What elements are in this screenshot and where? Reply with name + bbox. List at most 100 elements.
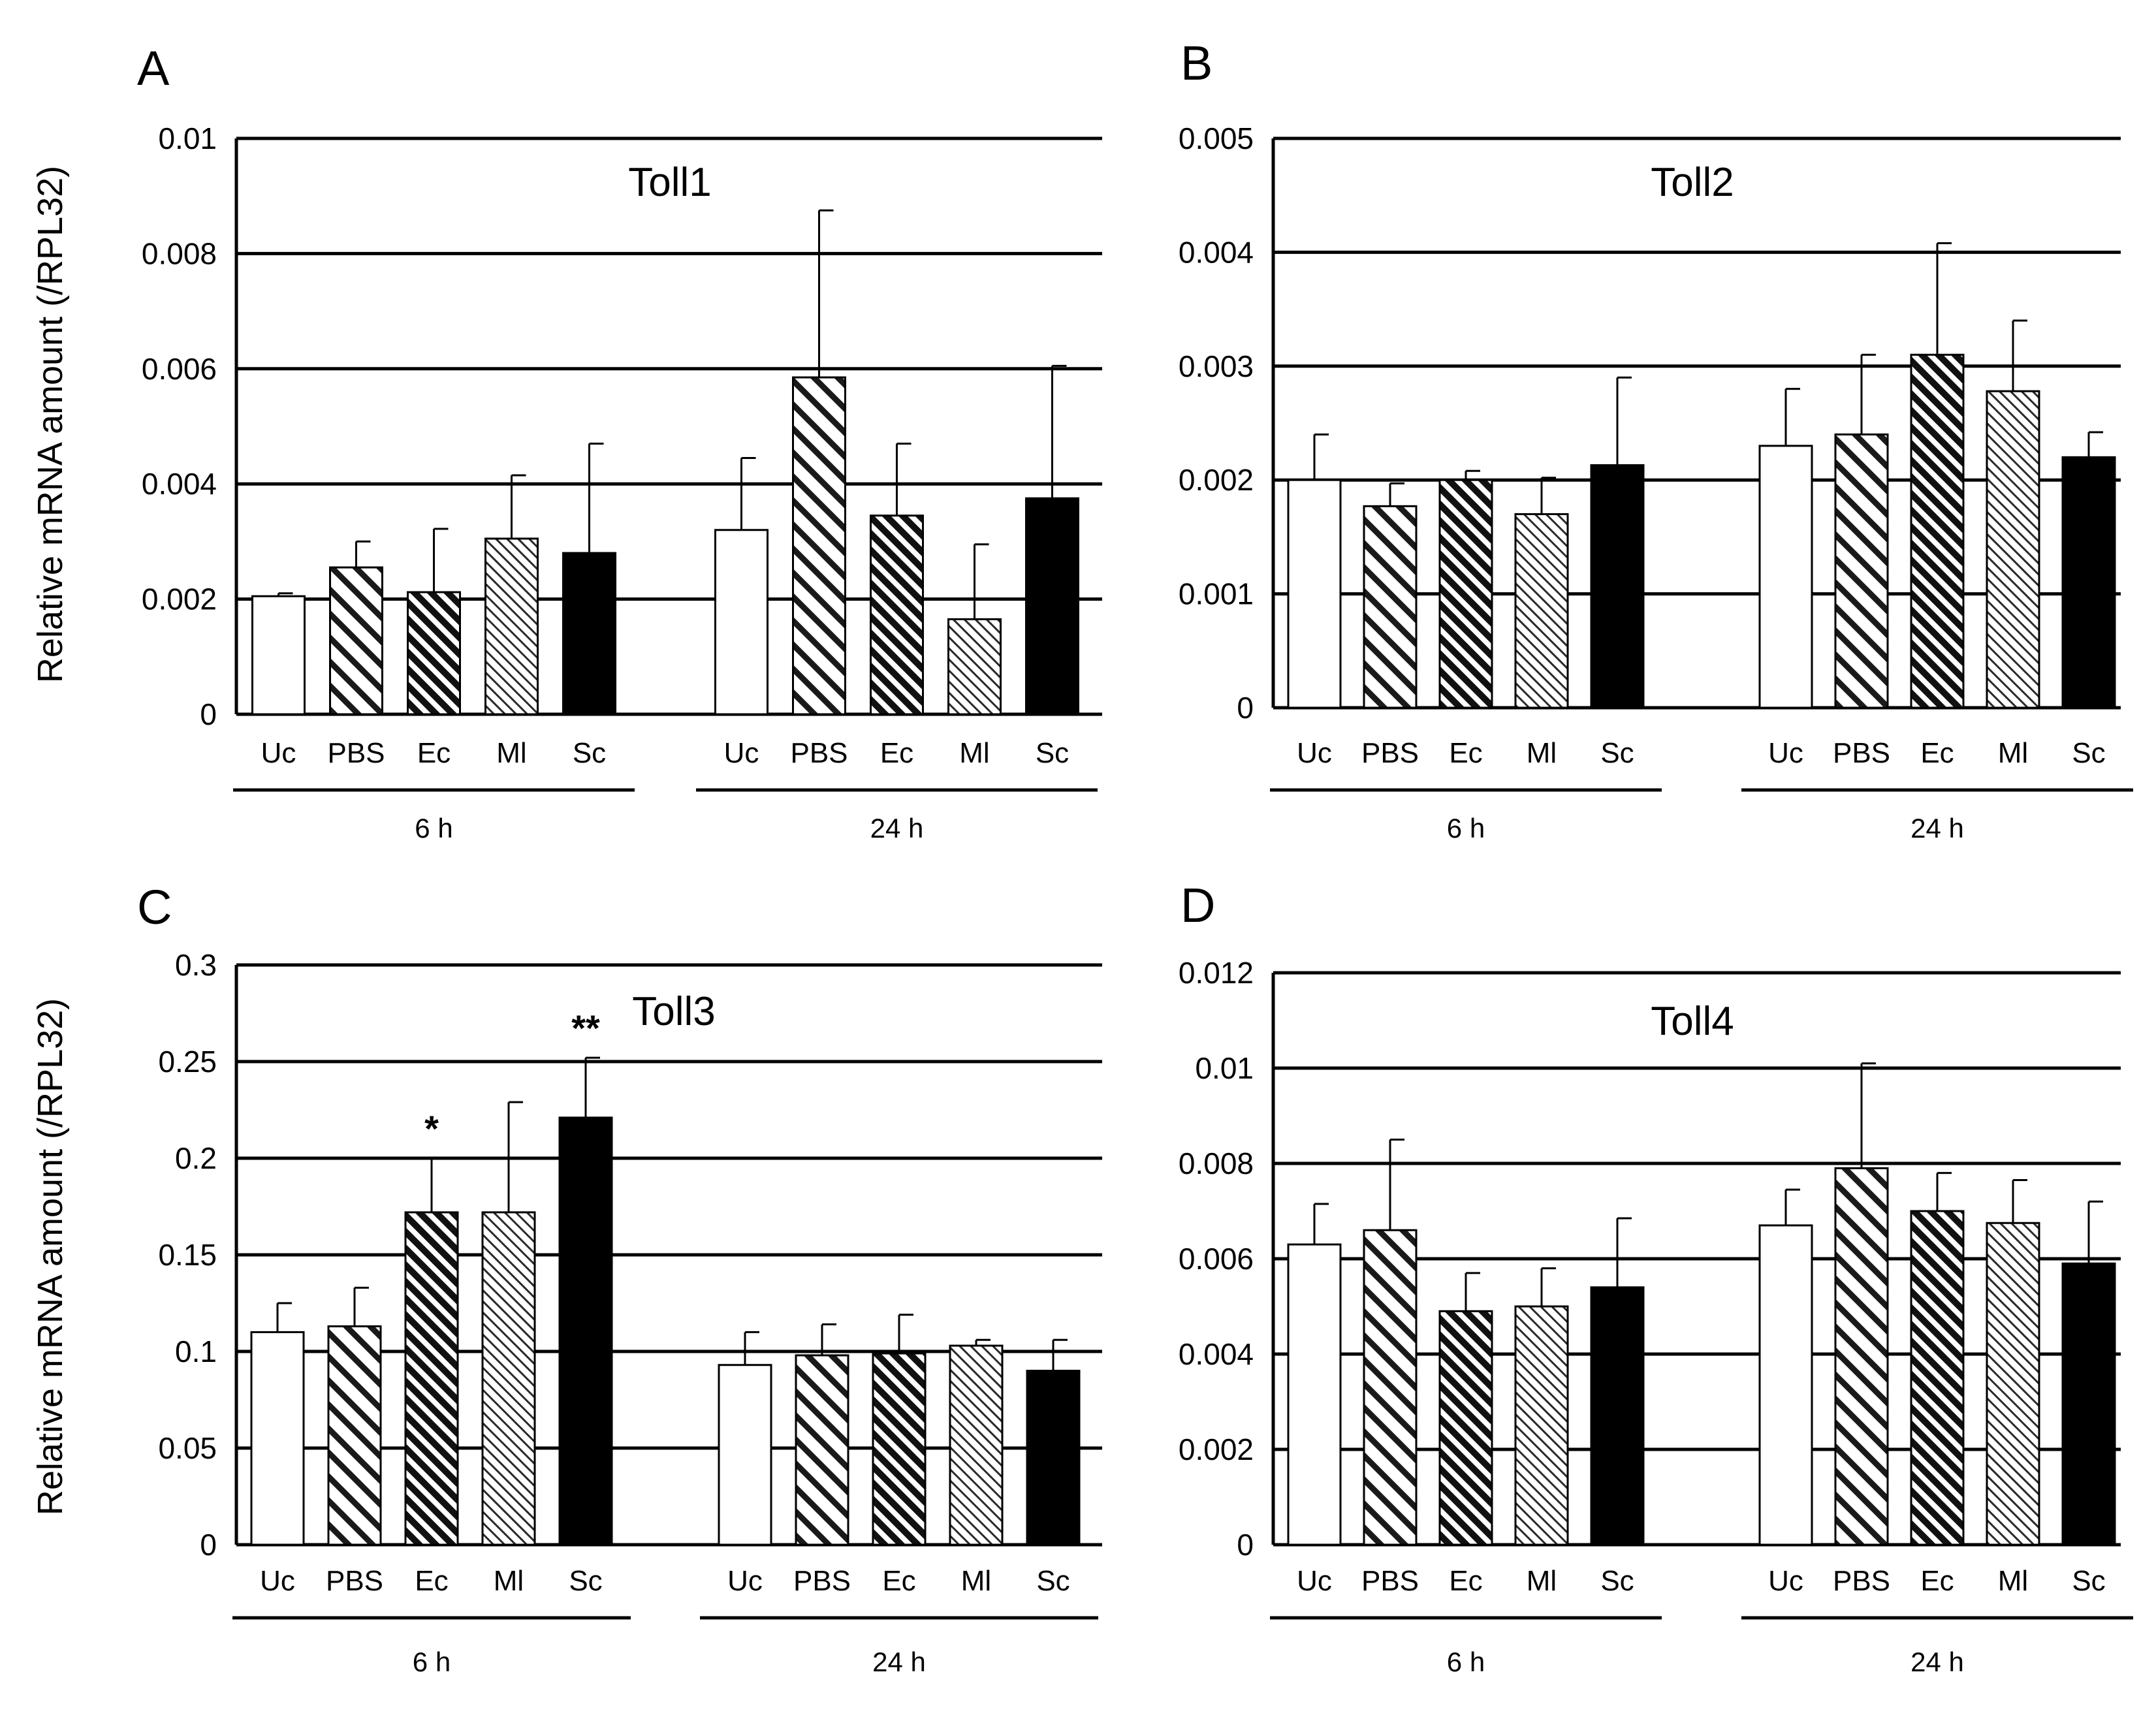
y-tick-label: 0.003 xyxy=(1179,349,1254,383)
panel-a-y-ticks: 0 0.002 0.004 0.006 0.008 0.01 xyxy=(142,121,217,731)
y-tick-label: 0.005 xyxy=(1179,121,1254,155)
category-label: PBS xyxy=(1833,1565,1890,1597)
y-tick-label: 0.15 xyxy=(158,1238,217,1272)
panel-b-title: Toll2 xyxy=(1651,160,1734,205)
bar-pbs-24h xyxy=(1834,433,1889,709)
y-tick-label: 0.008 xyxy=(142,236,217,270)
panel-b-group-labels: 6 h 24 h xyxy=(1270,788,2133,844)
category-label: Ml xyxy=(1998,1565,2028,1597)
bar-uc-24h xyxy=(1758,445,1813,709)
y-tick-label: 0 xyxy=(200,697,217,731)
category-label: Ec xyxy=(1920,1565,1954,1597)
panel-c: C Toll3 00.050.10.150.20.250.3 *** Uc PBS… xyxy=(31,880,1102,1677)
category-label: Uc xyxy=(724,737,759,769)
panel-a-bars xyxy=(251,376,1079,716)
bar-ml-24h xyxy=(949,1344,1004,1546)
bar-ec-6h xyxy=(407,591,461,716)
y-tick-label: 0.004 xyxy=(142,467,217,501)
panel-b-category-labels: Uc PBS Ec Ml Sc Uc PBS Ec Ml Sc xyxy=(1297,737,2106,769)
category-label: Ec xyxy=(1449,737,1482,769)
panel-c-error-bars xyxy=(276,1056,1068,1371)
panel-c-bars xyxy=(250,1116,1081,1546)
group-label: 6 h xyxy=(1447,1647,1485,1677)
category-label: Sc xyxy=(1600,737,1634,769)
y-tick-label: 0.012 xyxy=(1179,956,1254,990)
bar-ml-24h xyxy=(1986,1222,2040,1546)
category-label: PBS xyxy=(326,1565,383,1597)
category-label: Uc xyxy=(1768,737,1803,769)
panel-c-y-axis-label: Relative mRNA amount (/RPL32) xyxy=(31,998,70,1515)
y-tick-label: 0.004 xyxy=(1179,1337,1254,1371)
category-label: Ec xyxy=(1449,1565,1482,1597)
y-tick-label: 0.01 xyxy=(158,121,217,155)
y-tick-label: 0 xyxy=(200,1528,217,1562)
y-tick-label: 0.25 xyxy=(158,1045,217,1079)
category-label: Ml xyxy=(961,1565,991,1597)
category-label: Sc xyxy=(569,1565,602,1597)
group-label: 6 h xyxy=(1447,813,1485,844)
bar-ec-6h xyxy=(404,1211,459,1546)
y-tick-label: 0.1 xyxy=(175,1334,217,1368)
panel-c-group-labels: 6 h 24 h xyxy=(232,1616,1098,1677)
panel-d-y-ticks: 0 0.002 0.004 0.006 0.008 0.01 0.012 xyxy=(1179,956,1254,1562)
bar-sc-24h xyxy=(1025,497,1079,716)
bar-uc-24h xyxy=(714,529,769,716)
y-tick-label: 0.001 xyxy=(1179,577,1254,611)
panel-b-y-ticks: 0 0.001 0.002 0.003 0.004 0.005 xyxy=(1179,121,1254,725)
bar-uc-6h xyxy=(250,1331,305,1546)
bar-ml-6h xyxy=(481,1211,536,1546)
category-label: Uc xyxy=(1768,1565,1803,1597)
significance-marker: * xyxy=(424,1108,439,1149)
bar-pbs-24h xyxy=(792,376,846,716)
panel-d-title: Toll4 xyxy=(1651,999,1734,1044)
bar-ml-24h xyxy=(1986,390,2040,709)
y-tick-label: 0.002 xyxy=(1179,463,1254,497)
bar-ec-24h xyxy=(1910,353,1965,709)
category-label: Ml xyxy=(959,737,989,769)
panel-b-letter: B xyxy=(1181,36,1213,90)
y-tick-label: 0.002 xyxy=(142,582,217,616)
category-label: Uc xyxy=(727,1565,763,1597)
y-tick-label: 0.006 xyxy=(142,352,217,386)
panel-d-group-labels: 6 h 24 h xyxy=(1270,1616,2133,1677)
bar-ec-24h xyxy=(1910,1210,1965,1546)
y-tick-label: 0.002 xyxy=(1179,1432,1254,1466)
panel-a-y-axis-label: Relative mRNA amount (/RPL32) xyxy=(31,166,70,683)
panel-b: B Toll2 0 0.001 0.002 0.003 0.004 0.005 Uc PBS… xyxy=(1179,36,2133,844)
category-label: PBS xyxy=(793,1565,851,1597)
bar-ec-24h xyxy=(870,514,924,716)
category-label: Ml xyxy=(1527,737,1557,769)
bar-sc-24h xyxy=(2061,1262,2116,1546)
y-tick-label: 0.3 xyxy=(175,948,217,982)
panel-c-significance: *** xyxy=(424,1007,600,1149)
category-label: Uc xyxy=(260,1565,295,1597)
bar-uc-6h xyxy=(1287,479,1342,709)
bar-uc-6h xyxy=(1287,1243,1342,1546)
bar-pbs-6h xyxy=(1363,1229,1418,1546)
panel-d-category-labels: Uc PBS Ec Ml Sc Uc PBS Ec Ml Sc xyxy=(1297,1565,2106,1597)
panel-c-category-labels: Uc PBS Ec Ml Sc Uc PBS Ec Ml Sc xyxy=(260,1565,1070,1597)
bar-ml-6h xyxy=(484,537,539,716)
group-label: 24 h xyxy=(872,1647,926,1677)
bar-pbs-6h xyxy=(327,1325,382,1546)
panel-a-title: Toll1 xyxy=(628,160,712,205)
panel-a: A Toll1 0 0.002 0.004 0.006 0.008 0.01 Uc PBS E… xyxy=(31,41,1102,844)
category-label: PBS xyxy=(1361,1565,1419,1597)
category-label: PBS xyxy=(1833,737,1890,769)
y-tick-label: 0.01 xyxy=(1195,1051,1254,1085)
bar-pbs-24h xyxy=(795,1354,849,1546)
panel-c-y-ticks: 0 0.05 0.1 0.15 0.2 0.25 0.3 xyxy=(158,948,217,1562)
bar-sc-24h xyxy=(1026,1370,1081,1546)
bar-pbs-24h xyxy=(1834,1167,1889,1546)
bar-ec-6h xyxy=(1438,479,1493,709)
category-label: Ml xyxy=(494,1565,524,1597)
significance-marker: ** xyxy=(571,1007,600,1049)
panel-a-group-labels: 6 h 24 h xyxy=(233,788,1098,844)
bar-pbs-6h xyxy=(1363,505,1418,709)
category-label: Ml xyxy=(1998,737,2028,769)
panel-b-bars xyxy=(1287,353,2116,709)
group-label: 24 h xyxy=(1910,1647,1964,1677)
panel-d-letter: D xyxy=(1181,878,1215,932)
category-label: Sc xyxy=(2072,1565,2105,1597)
